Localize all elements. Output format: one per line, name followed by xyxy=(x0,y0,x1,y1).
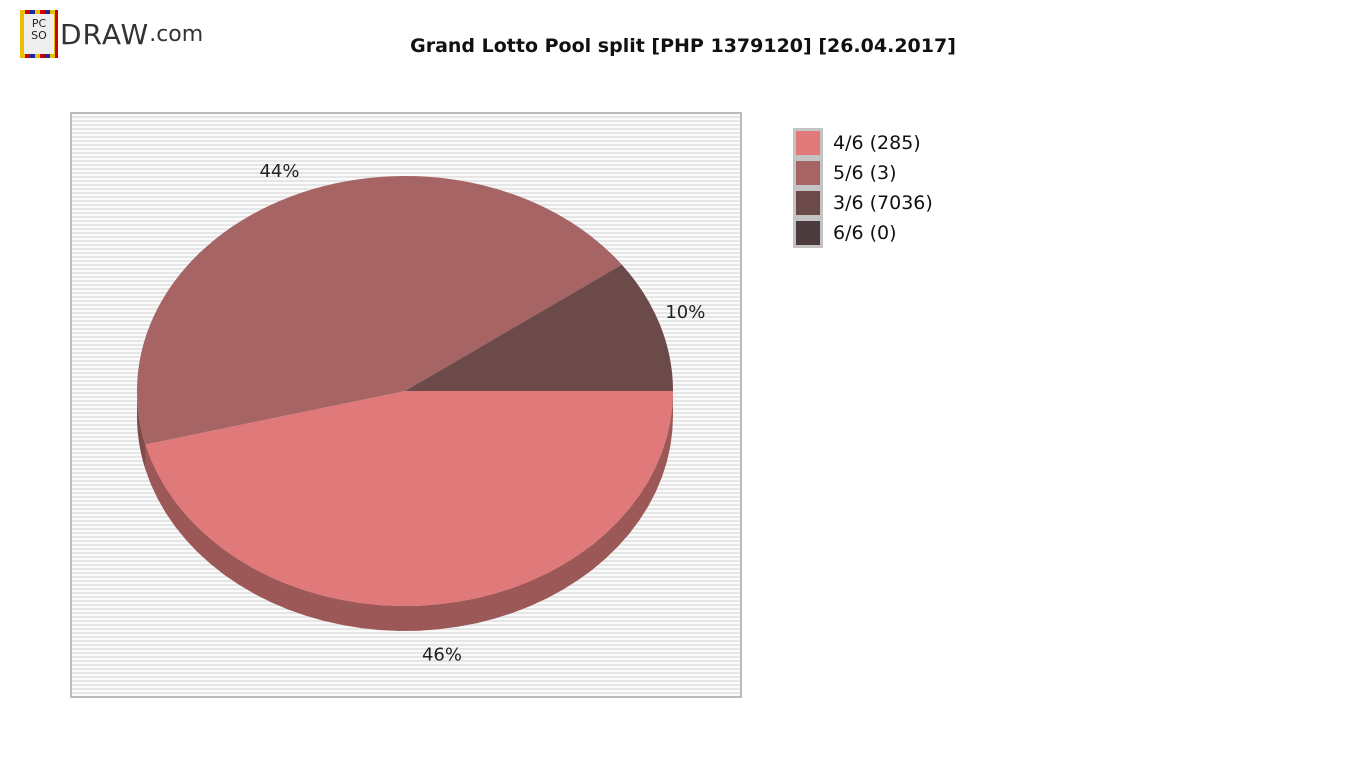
pie-slice-2 xyxy=(136,175,622,445)
legend-swatch xyxy=(793,188,823,218)
logo: PC SO DRAW .com xyxy=(20,10,203,58)
logo-text: DRAW xyxy=(60,17,150,51)
legend-swatch xyxy=(793,158,823,188)
pcso-seal: PC SO xyxy=(20,10,58,58)
legend-label: 3/6 (7036) xyxy=(833,192,933,214)
legend-item: 5/6 (3) xyxy=(793,153,933,193)
legend: 4/6 (285) 5/6 (3) 3/6 (7036) 6/6 (0) xyxy=(793,123,933,253)
legend-label: 5/6 (3) xyxy=(833,162,897,184)
legend-item: 3/6 (7036) xyxy=(793,183,933,223)
legend-item: 6/6 (0) xyxy=(793,213,933,253)
logo-suffix: .com xyxy=(149,21,204,47)
slice-label: 44% xyxy=(259,161,299,182)
pie-slice-1 xyxy=(145,391,674,606)
legend-swatch xyxy=(793,218,823,248)
legend-swatch xyxy=(793,128,823,158)
pie-side-2 xyxy=(137,391,146,470)
slice-label: 46% xyxy=(422,645,462,666)
legend-item: 4/6 (285) xyxy=(793,123,933,163)
chart-title: Grand Lotto Pool split [PHP 1379120] [26… xyxy=(410,35,956,57)
legend-label: 6/6 (0) xyxy=(833,222,897,244)
legend-label: 4/6 (285) xyxy=(833,132,921,154)
pie-slice-3 xyxy=(405,264,673,391)
slice-label: 10% xyxy=(665,302,705,323)
